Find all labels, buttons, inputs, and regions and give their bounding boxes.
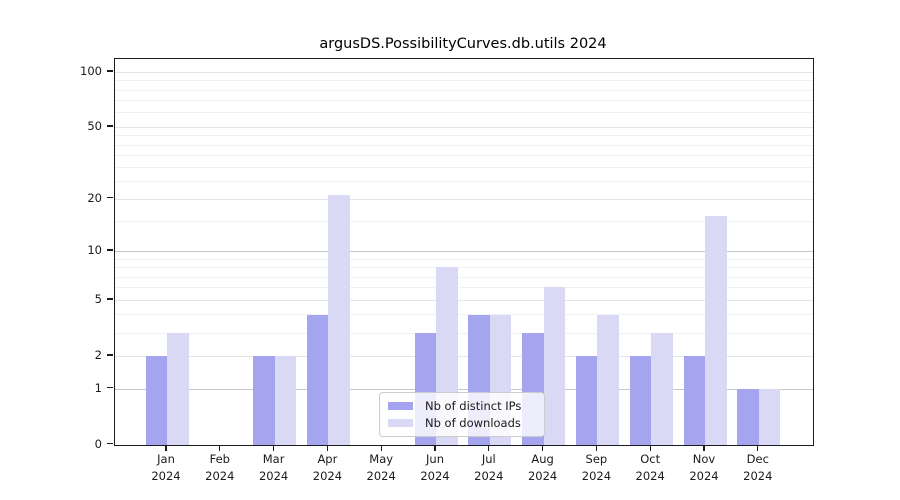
y-tick-mark-0: [107, 443, 113, 445]
gridline-1: [115, 388, 813, 390]
gridline-minor: [115, 287, 813, 289]
legend-swatch-downloads: [388, 419, 413, 428]
bar-sep-downloads: [597, 314, 619, 445]
bar-dec-distinct-ips: [737, 388, 759, 445]
x-tick-label-oct: Oct 2024: [635, 452, 665, 483]
legend-label-downloads: Nb of downloads: [425, 416, 521, 431]
bar-dec-downloads: [758, 388, 781, 445]
gridline-minor: [115, 80, 813, 82]
bar-jan-distinct-ips: [145, 355, 167, 445]
x-tick-label-aug: Aug 2024: [527, 452, 558, 483]
gridline-5: [115, 299, 813, 301]
x-tick-label-apr: Apr 2024: [312, 452, 343, 483]
bar-sep-distinct-ips: [575, 355, 598, 445]
x-tick-mark-may: [380, 444, 382, 451]
y-tick-mark-2: [107, 354, 113, 356]
x-tick-label-dec: Dec 2024: [743, 452, 773, 483]
gridline-minor: [115, 135, 813, 137]
legend-item-distinct-ips: Nb of distinct IPs: [388, 399, 536, 413]
y-tick-mark-20: [107, 197, 113, 199]
gridline-minor: [115, 220, 813, 222]
y-tick-label-2: 2: [94, 347, 102, 362]
legend-label-distinct-ips: Nb of distinct IPs: [425, 398, 522, 413]
gridline-minor: [115, 181, 813, 183]
x-tick-mark-jul: [488, 444, 490, 451]
x-tick-mark-jan: [165, 444, 167, 451]
legend-swatch-distinct-ips: [388, 401, 413, 410]
y-tick-label-5: 5: [94, 291, 102, 306]
y-tick-mark-5: [107, 298, 113, 300]
plot-area: Nb of distinct IPs Nb of downloads: [114, 58, 814, 446]
gridline-10: [115, 250, 813, 252]
bar-apr-distinct-ips: [306, 314, 329, 445]
gridline-minor: [115, 276, 813, 278]
x-tick-label-jun: Jun 2024: [420, 452, 450, 483]
legend: Nb of distinct IPs Nb of downloads: [379, 392, 545, 437]
x-tick-mark-mar: [272, 444, 275, 451]
gridline-minor: [115, 267, 813, 268]
y-tick-mark-100: [107, 70, 113, 72]
x-tick-mark-apr: [326, 444, 329, 451]
y-tick-label-0: 0: [94, 436, 102, 451]
x-tick-mark-sep: [595, 444, 598, 451]
gridline-minor: [115, 144, 813, 146]
gridline-minor: [115, 100, 813, 102]
x-tick-label-feb: Feb 2024: [205, 452, 235, 483]
y-tick-mark-50: [107, 125, 113, 127]
x-tick-mark-feb: [219, 444, 221, 451]
bar-apr-downloads: [328, 194, 350, 445]
bar-nov-downloads: [705, 215, 727, 445]
x-tick-mark-oct: [649, 444, 651, 451]
x-tick-mark-jun: [434, 444, 436, 451]
gridline-100: [115, 71, 813, 73]
gridline-minor: [115, 167, 813, 169]
x-tick-label-jul: Jul 2024: [474, 452, 504, 483]
gridline-20: [115, 198, 813, 200]
chart-title: argusDS.PossibilityCurves.db.utils 2024: [319, 36, 607, 52]
y-tick-label-20: 20: [87, 190, 102, 205]
bar-oct-downloads: [651, 332, 673, 445]
y-tick-mark-10: [107, 249, 113, 251]
gridline-50: [115, 126, 813, 128]
x-tick-label-mar: Mar 2024: [258, 452, 289, 483]
gridline-minor: [115, 89, 813, 91]
legend-item-downloads: Nb of downloads: [388, 416, 536, 430]
bar-nov-distinct-ips: [683, 355, 705, 445]
bar-oct-distinct-ips: [629, 355, 652, 445]
gridline-minor: [115, 258, 813, 260]
y-tick-label-50: 50: [87, 118, 102, 133]
x-tick-mark-aug: [541, 444, 544, 451]
gridline-minor: [115, 314, 813, 316]
bar-mar-distinct-ips: [253, 355, 275, 445]
x-tick-mark-nov: [703, 444, 705, 451]
gridline-minor: [115, 112, 813, 114]
x-tick-label-nov: Nov 2024: [689, 452, 719, 483]
gridline-minor: [115, 155, 813, 157]
x-tick-label-may: May 2024: [366, 452, 396, 483]
x-tick-label-sep: Sep 2024: [581, 452, 612, 483]
x-tick-mark-dec: [757, 444, 759, 451]
bar-mar-downloads: [274, 355, 297, 445]
bar-aug-downloads: [543, 287, 566, 445]
x-tick-label-jan: Jan 2024: [151, 452, 181, 483]
gridline-minor: [115, 332, 813, 334]
y-tick-label-1: 1: [94, 380, 102, 395]
gridline-2: [115, 355, 813, 357]
y-tick-mark-1: [107, 387, 113, 389]
y-tick-label-10: 10: [87, 242, 102, 257]
bar-jan-downloads: [167, 332, 189, 445]
y-tick-label-100: 100: [80, 63, 102, 78]
